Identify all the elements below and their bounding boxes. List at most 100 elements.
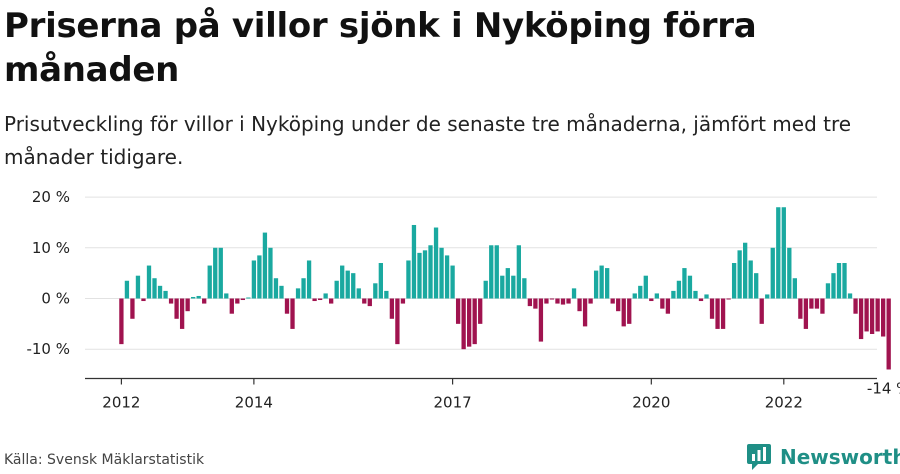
bar [831, 273, 836, 299]
bar [781, 207, 786, 299]
bar [875, 298, 880, 332]
bar [671, 290, 676, 299]
bar [858, 298, 864, 340]
bar [511, 275, 516, 299]
bar [323, 293, 328, 299]
bar [720, 298, 726, 329]
y-tick-label: 0 % [41, 290, 70, 308]
bar [356, 288, 361, 299]
bar [759, 298, 764, 324]
bar [687, 275, 693, 299]
bar [649, 298, 654, 302]
bar [240, 298, 245, 301]
bar [262, 232, 268, 299]
bar [621, 298, 626, 327]
bar [853, 298, 858, 314]
bar [351, 273, 356, 299]
bar [593, 270, 599, 299]
bar [803, 298, 809, 329]
bar [163, 290, 168, 299]
bar [290, 298, 295, 329]
last-value-label: -14 % [867, 379, 900, 397]
x-tick-label: 2017 [434, 394, 472, 412]
bar [842, 263, 847, 299]
bar [809, 298, 814, 309]
x-tick-label: 2020 [632, 394, 670, 412]
bar [748, 260, 753, 299]
bar [582, 298, 588, 327]
bar [886, 298, 891, 370]
newsworthy-logo-icon [747, 444, 771, 470]
bar [698, 298, 704, 302]
bar [522, 278, 527, 299]
bar [400, 298, 406, 304]
bar-chart: -10 % 0 % 10 % 20 % 2012 2014 2017 2020 2022 -1… [26, 188, 900, 412]
bar [731, 263, 737, 299]
bar [715, 298, 720, 329]
bar [588, 298, 593, 304]
bar [754, 273, 759, 299]
chart-title: Priserna på villor sjönk i Nyköping förr… [4, 6, 757, 90]
x-tick-label: 2012 [102, 394, 140, 412]
bar [207, 265, 212, 299]
bar [257, 255, 262, 299]
bar [179, 298, 185, 329]
bars [119, 207, 891, 370]
bar [124, 280, 130, 299]
bar [765, 294, 770, 299]
bar [836, 263, 842, 299]
bar [704, 294, 709, 299]
bar [196, 295, 201, 299]
bar [737, 250, 742, 299]
bar [726, 298, 731, 300]
bar [317, 298, 323, 301]
bar [616, 298, 621, 312]
bar [516, 245, 521, 299]
bar [229, 298, 234, 314]
bar [483, 280, 488, 299]
bar [135, 275, 141, 299]
bar [235, 298, 240, 304]
bar [538, 298, 544, 342]
bar [279, 285, 284, 299]
bar [312, 298, 317, 302]
bar [428, 245, 433, 299]
y-axis-ticks: -10 % 0 % 10 % 20 % [26, 188, 70, 358]
bar [560, 298, 566, 305]
bar [467, 298, 472, 347]
bar [555, 298, 560, 304]
bar [500, 275, 505, 299]
bar [345, 270, 350, 299]
bar [505, 268, 510, 299]
bar [798, 298, 803, 319]
bar [709, 298, 715, 319]
bar [869, 298, 875, 334]
brand-logo: Newsworthy [746, 442, 900, 472]
bar [224, 293, 229, 299]
bar [273, 278, 279, 299]
bar [433, 227, 439, 299]
bar [213, 247, 218, 299]
bar [301, 278, 306, 299]
bar [152, 278, 157, 299]
bar [157, 285, 163, 299]
bar [571, 288, 577, 299]
bar [776, 207, 781, 299]
bar [389, 298, 395, 319]
brand-name: Newsworthy [780, 445, 900, 469]
bar [820, 298, 825, 314]
bar [395, 298, 400, 345]
bar [119, 298, 124, 345]
bar [306, 260, 312, 299]
bar [146, 265, 152, 299]
bar [814, 298, 820, 309]
bar [444, 255, 450, 299]
x-axis: 2012 2014 2017 2020 2022 [85, 377, 877, 412]
bar [549, 298, 555, 300]
bar [632, 293, 637, 299]
bar [693, 290, 698, 299]
y-tick-label: -10 % [26, 340, 70, 358]
bar [373, 283, 378, 299]
chart-subtitle: Prisutveckling för villor i Nyköping und… [4, 112, 852, 169]
bar [455, 298, 461, 324]
